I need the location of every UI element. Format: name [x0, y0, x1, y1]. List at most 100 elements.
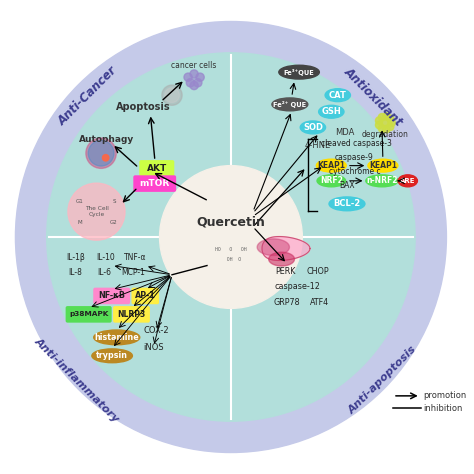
- Text: Anti-Cancer: Anti-Cancer: [56, 64, 120, 128]
- Ellipse shape: [92, 349, 132, 363]
- Text: GRP78: GRP78: [274, 298, 301, 307]
- Circle shape: [190, 82, 198, 90]
- Ellipse shape: [300, 121, 326, 134]
- Ellipse shape: [319, 105, 344, 118]
- Polygon shape: [262, 237, 310, 261]
- Text: AKT: AKT: [146, 164, 167, 173]
- Circle shape: [190, 70, 198, 78]
- Text: IL-10: IL-10: [96, 253, 115, 262]
- Text: ATF4: ATF4: [310, 298, 329, 307]
- Text: CAT: CAT: [329, 91, 346, 100]
- Text: AP-1: AP-1: [135, 292, 155, 301]
- Ellipse shape: [317, 175, 346, 187]
- Text: GSH: GSH: [321, 107, 341, 116]
- Text: ARE: ARE: [400, 178, 416, 184]
- Circle shape: [186, 79, 194, 87]
- Ellipse shape: [366, 175, 398, 187]
- Text: mTOR: mTOR: [140, 179, 170, 188]
- Text: trypsin: trypsin: [96, 351, 128, 360]
- Text: cytochrome c: cytochrome c: [328, 167, 380, 176]
- Text: HO   O   OH: HO O OH: [215, 247, 247, 252]
- Text: Quercetin: Quercetin: [197, 216, 265, 229]
- FancyBboxPatch shape: [65, 306, 112, 323]
- Text: S: S: [112, 199, 116, 203]
- Circle shape: [378, 125, 386, 132]
- Text: OH  O: OH O: [221, 256, 241, 262]
- Polygon shape: [269, 252, 294, 266]
- Text: degradation: degradation: [362, 130, 409, 139]
- Text: caspase-9: caspase-9: [335, 153, 374, 162]
- Polygon shape: [257, 239, 290, 255]
- Text: NLRP3: NLRP3: [118, 310, 146, 319]
- Text: IL-1β: IL-1β: [66, 253, 85, 262]
- Text: MCP-1: MCP-1: [121, 268, 145, 277]
- Circle shape: [88, 140, 114, 166]
- Text: IL-8: IL-8: [68, 268, 82, 277]
- Text: BCL-2: BCL-2: [333, 200, 361, 209]
- Text: p38MAPK: p38MAPK: [69, 311, 109, 318]
- Circle shape: [86, 138, 116, 168]
- Text: caspase-12: caspase-12: [275, 282, 320, 291]
- Circle shape: [386, 115, 394, 122]
- Text: 4-HNE: 4-HNE: [304, 141, 331, 150]
- Circle shape: [378, 114, 386, 121]
- Circle shape: [164, 88, 179, 102]
- Ellipse shape: [316, 159, 346, 172]
- Circle shape: [382, 119, 389, 127]
- Text: Anti-inflammatory: Anti-inflammatory: [33, 336, 121, 424]
- Text: cleaved caspase-3: cleaved caspase-3: [321, 139, 392, 148]
- Text: histamine: histamine: [94, 333, 139, 342]
- Text: COX-2: COX-2: [144, 326, 169, 335]
- Ellipse shape: [368, 159, 398, 172]
- Ellipse shape: [94, 330, 140, 345]
- Text: IL-6: IL-6: [97, 268, 111, 277]
- Text: Autophagy: Autophagy: [79, 135, 134, 144]
- Circle shape: [68, 183, 125, 240]
- Text: TNF-α: TNF-α: [124, 253, 146, 262]
- Text: CHOP: CHOP: [306, 267, 329, 276]
- Text: G1: G1: [76, 199, 84, 203]
- Text: Fe³⁺QUE: Fe³⁺QUE: [284, 69, 314, 76]
- FancyBboxPatch shape: [131, 288, 159, 304]
- FancyBboxPatch shape: [113, 306, 150, 323]
- Circle shape: [383, 126, 390, 133]
- Text: NRF2: NRF2: [320, 176, 343, 185]
- Circle shape: [184, 73, 192, 82]
- Ellipse shape: [329, 197, 365, 211]
- Ellipse shape: [325, 89, 350, 101]
- Circle shape: [196, 73, 204, 82]
- Circle shape: [383, 113, 390, 120]
- Circle shape: [194, 79, 202, 87]
- Circle shape: [16, 21, 447, 453]
- Text: NF-κB: NF-κB: [98, 292, 125, 301]
- Text: KEAP1: KEAP1: [369, 161, 397, 170]
- Text: promotion: promotion: [423, 392, 467, 401]
- FancyBboxPatch shape: [133, 175, 176, 192]
- Text: BAX: BAX: [339, 181, 355, 190]
- Ellipse shape: [272, 98, 308, 111]
- Text: n-NRF2: n-NRF2: [366, 176, 398, 185]
- Circle shape: [160, 165, 302, 309]
- Text: The Cell
Cycle: The Cell Cycle: [84, 206, 109, 217]
- FancyBboxPatch shape: [93, 288, 130, 304]
- Text: cancer cells: cancer cells: [172, 61, 217, 70]
- Circle shape: [386, 123, 394, 131]
- Text: M: M: [78, 220, 82, 225]
- Circle shape: [162, 85, 182, 105]
- Text: iNOS: iNOS: [143, 343, 164, 352]
- Ellipse shape: [398, 175, 418, 187]
- FancyBboxPatch shape: [139, 160, 174, 177]
- Text: Fe²⁺ QUE: Fe²⁺ QUE: [273, 101, 306, 108]
- Text: KEAP1: KEAP1: [317, 161, 346, 170]
- Ellipse shape: [279, 65, 319, 79]
- Circle shape: [102, 155, 109, 161]
- Text: Apoptosis: Apoptosis: [116, 102, 171, 112]
- Text: SOD: SOD: [303, 123, 323, 132]
- Text: G2: G2: [110, 220, 118, 225]
- Text: inhibition: inhibition: [423, 404, 463, 413]
- Circle shape: [388, 119, 395, 127]
- Text: Antioxidant: Antioxidant: [342, 64, 406, 128]
- Text: Anti-apoptosis: Anti-apoptosis: [347, 344, 419, 416]
- Circle shape: [47, 53, 415, 421]
- Circle shape: [375, 117, 383, 124]
